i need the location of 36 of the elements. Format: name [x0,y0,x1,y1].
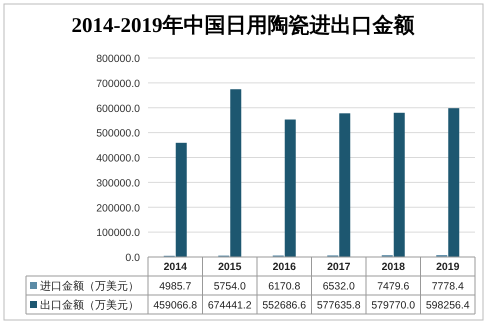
legend-label: 出口金额（万美元） [40,298,139,312]
chart-title: 2014-2019年中国日用陶瓷进出口金额 [72,13,416,37]
y-tick-label: 800000.0 [96,53,140,65]
data-label: 579770.0 [371,300,416,312]
data-label: 7479.6 [377,280,410,292]
bar [284,120,296,257]
data-label: 674441.2 [208,300,252,312]
x-tick-label: 2018 [382,261,406,273]
bar [230,89,242,257]
y-tick-label: 700000.0 [96,78,140,90]
x-tick-label: 2014 [164,261,188,273]
y-tick-label: 400000.0 [96,152,140,164]
bar [339,113,350,257]
data-label: 7778.4 [432,280,464,292]
x-tick-label: 2016 [272,261,296,273]
bar [176,142,187,257]
x-tick-label: 2019 [436,261,460,273]
y-tick-label: 500000.0 [96,128,140,140]
data-label: 552686.6 [262,300,306,312]
bar [394,112,405,257]
legend-label: 进口金额（万美元） [40,280,139,292]
x-tick-label: 2017 [327,261,351,273]
data-label: 577635.8 [316,300,361,312]
data-label: 4985.7 [159,280,192,292]
data-label: 598256.4 [426,300,470,312]
y-tick-label: 0.0 [125,252,140,264]
y-tick-label: 300000.0 [96,177,140,190]
data-label: 6532.0 [322,280,355,292]
y-tick-label: 200000.0 [96,202,140,214]
x-tick-label: 2015 [218,261,242,273]
data-label: 5754.0 [214,280,246,292]
data-label: 459066.8 [153,300,198,312]
bar [448,108,460,257]
y-tick-label: 100000.0 [96,227,140,240]
y-tick-label: 600000.0 [96,102,140,115]
data-label: 6170.8 [268,280,300,292]
